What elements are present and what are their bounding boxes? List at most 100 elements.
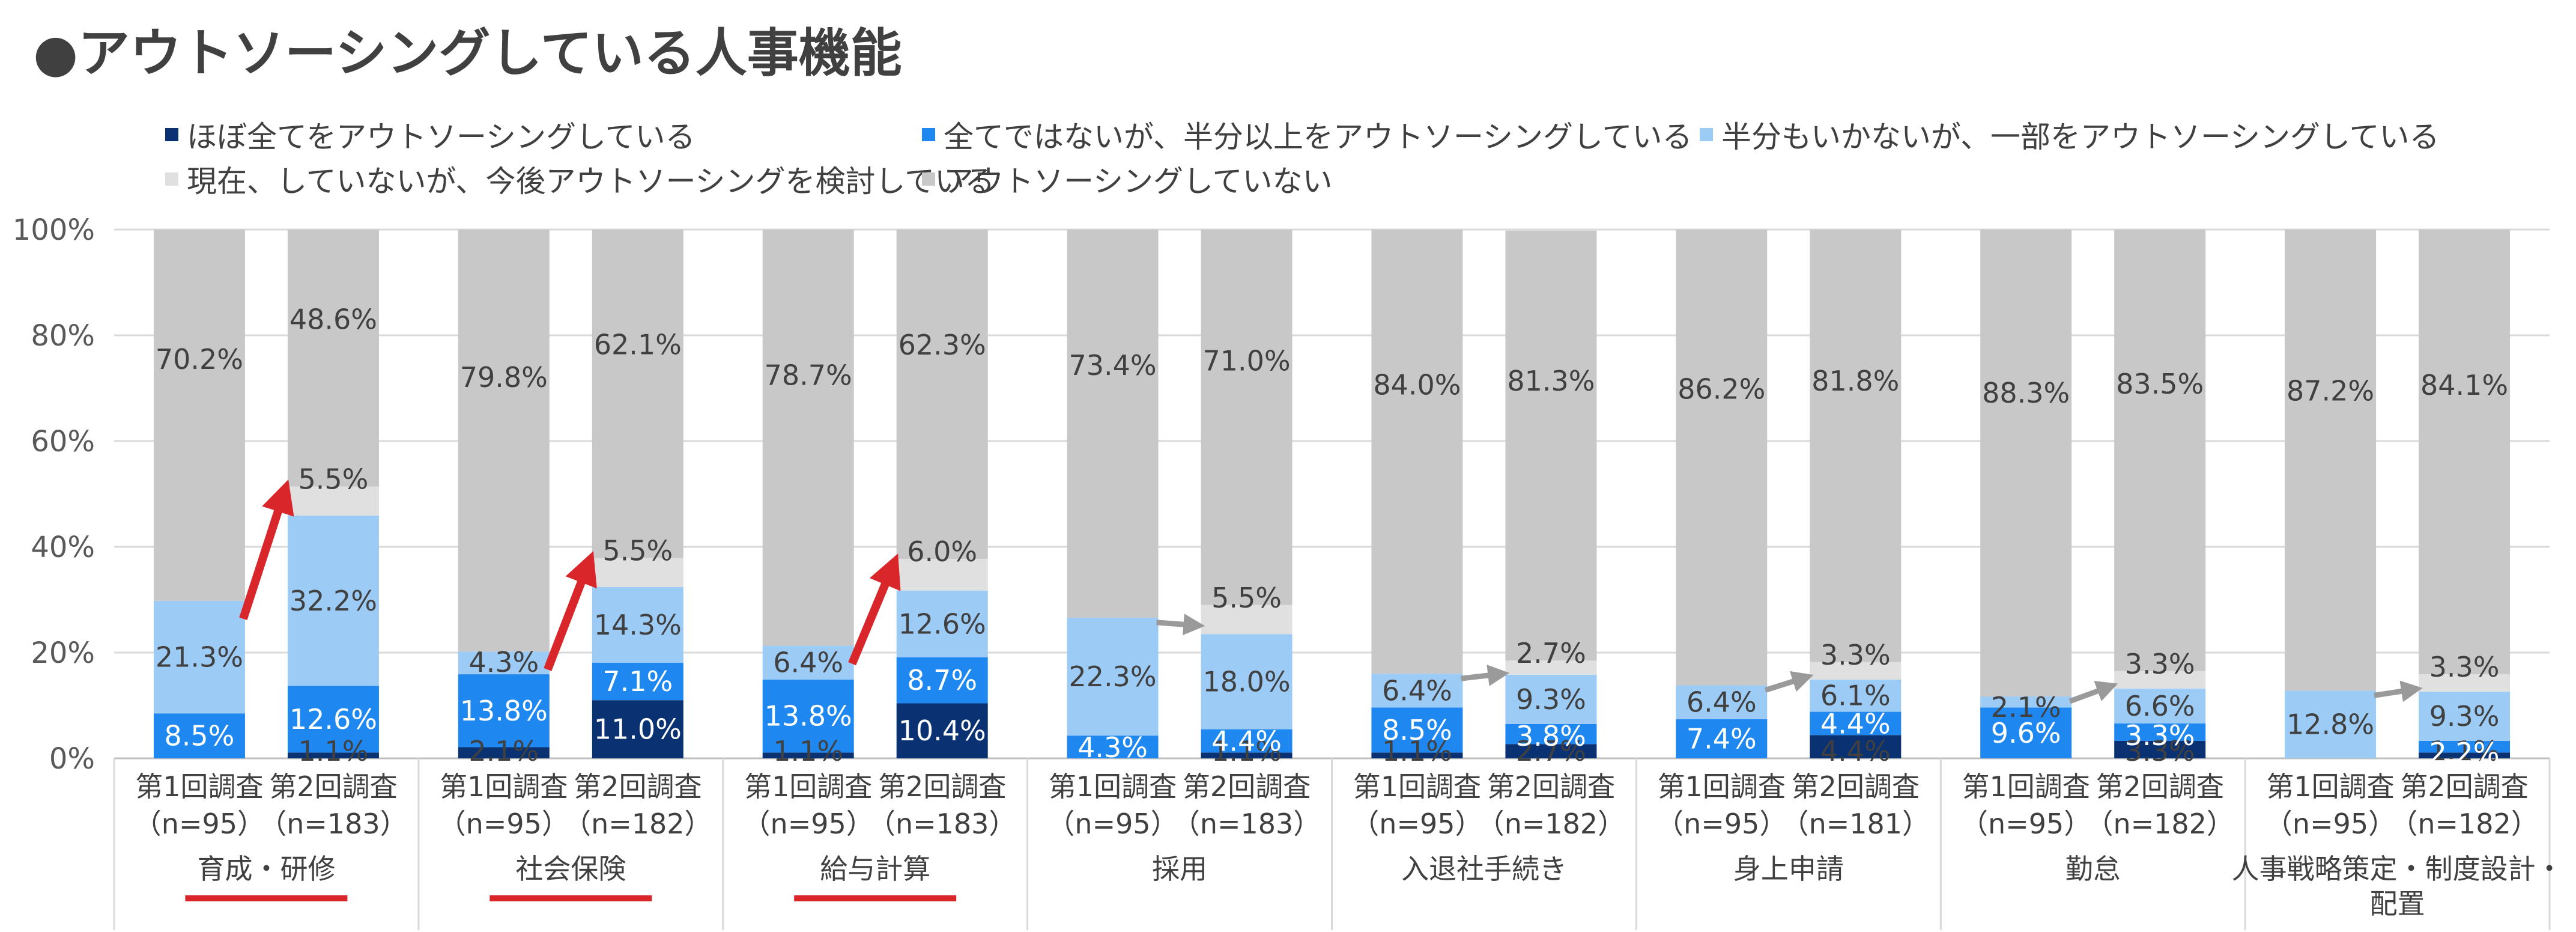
data-label: 1.1% (773, 735, 843, 767)
bar-category-label: （n=183） (1172, 808, 1321, 840)
group-label: 人事戦略策定・制度設計・ (2232, 853, 2563, 885)
data-label: 12.8% (2287, 708, 2374, 741)
data-label: 79.8% (460, 361, 548, 394)
bar-segment-partial (762, 645, 854, 680)
bar-segment-half_plus (1067, 736, 1159, 758)
data-label: 6.1% (1820, 680, 1891, 712)
data-label: 2.7% (1516, 637, 1586, 669)
bar-segment-partial (458, 651, 550, 675)
bar-segment-half_plus (1201, 729, 1293, 753)
data-label: 13.8% (765, 700, 852, 733)
data-label: 12.6% (899, 608, 986, 640)
bar-segment-none (2419, 230, 2511, 675)
y-tick-label: 40% (31, 531, 95, 564)
bar-segment-none (287, 230, 379, 487)
data-label: 62.3% (899, 329, 986, 361)
bar-category-label: 第2回調査 (1487, 770, 1615, 803)
bar-category-label: （n=95） (743, 808, 874, 840)
data-label: 3.3% (2125, 735, 2195, 767)
legend-label: 全てではないが、半分以上をアウトソーシングしている (944, 120, 1693, 154)
data-label: 4.3% (1077, 731, 1148, 764)
data-label: 84.0% (1373, 369, 1461, 401)
bar-category-label: （n=183） (868, 808, 1017, 840)
data-label: 8.5% (164, 720, 234, 752)
data-label: 7.1% (602, 665, 673, 698)
data-label: 11.0% (594, 713, 682, 746)
data-label: 9.6% (1991, 717, 2061, 749)
bar-segment-partial (592, 586, 683, 663)
bar-segment-partial (287, 516, 379, 686)
bar-segment-full (287, 752, 379, 758)
data-label: 18.0% (1203, 665, 1291, 698)
data-label: 6.4% (1382, 674, 1452, 707)
data-label: 21.3% (156, 641, 243, 673)
data-label: 2.7% (1516, 735, 1586, 767)
legend-label: 半分もいかないが、一部をアウトソーシングしている (1721, 120, 2440, 154)
legend-label: アウトソーシングしていない (944, 164, 1333, 199)
data-label: 86.2% (1677, 373, 1765, 405)
bar-segment-none (592, 230, 683, 558)
bar-segment-partial (1810, 679, 1902, 712)
data-label: 71.0% (1203, 345, 1291, 377)
gray-trend-arrow (1764, 671, 1814, 693)
bar-segment-none (1505, 230, 1597, 661)
data-label: 83.5% (2116, 368, 2204, 400)
bar-category-label: 第1回調査 (2266, 770, 2394, 803)
data-label: 9.3% (2429, 700, 2500, 733)
legend-swatch (922, 128, 935, 141)
bar-segment-considering (1810, 662, 1902, 680)
gray-trend-arrow (2374, 680, 2423, 702)
data-label: 6.4% (773, 647, 843, 679)
bar-segment-full (1201, 752, 1293, 758)
data-label: 78.7% (765, 359, 852, 391)
bar-segment-none (2114, 230, 2206, 671)
bar-segment-partial (1505, 674, 1597, 724)
bar-category-label: （n=95） (438, 808, 569, 840)
legend-item: 全てではないが、半分以上をアウトソーシングしている (922, 113, 1693, 156)
bar-segment-considering (2419, 674, 2511, 692)
bar-segment-considering (1505, 660, 1597, 675)
data-label: 1.1% (1211, 735, 1282, 767)
bar-category-label: 第1回調査 (1353, 770, 1481, 803)
bar-segment-full (1371, 752, 1463, 758)
gray-trend-arrow (1460, 665, 1510, 686)
data-label: 2.2% (2429, 737, 2500, 769)
data-label: 62.1% (594, 328, 682, 361)
data-label: 1.1% (299, 735, 369, 767)
y-tick-label: 60% (31, 425, 95, 458)
data-label: 87.2% (2287, 375, 2374, 407)
bar-category-label: 第2回調査 (574, 770, 702, 803)
data-label: 73.4% (1068, 349, 1156, 382)
bar-segment-none (1676, 230, 1768, 686)
data-label: 3.3% (2429, 651, 2500, 683)
bar-segment-none (1201, 230, 1293, 605)
data-label: 3.3% (2125, 719, 2195, 752)
data-label: 32.2% (289, 585, 377, 617)
bar-category-label: 第1回調査 (744, 770, 872, 803)
bar-category-label: 第1回調査 (440, 770, 568, 803)
data-label: 12.6% (289, 703, 377, 736)
bar-category-label: 第1回調査 (1658, 770, 1786, 803)
bar-segment-full (896, 703, 988, 758)
bar-category-label: （n=182） (2390, 808, 2539, 840)
bar-category-label: 第2回調査 (2096, 770, 2224, 803)
bar-segment-none (2285, 230, 2377, 691)
bar-segment-considering (2114, 671, 2206, 689)
bar-segment-partial (896, 591, 988, 657)
bar-category-label: 第2回調査 (878, 770, 1006, 803)
legend-swatch (165, 128, 178, 141)
y-tick-label: 100% (13, 213, 95, 247)
data-label: 81.3% (1507, 365, 1595, 397)
bar-segment-partial (1980, 696, 2072, 708)
chart-title: ●アウトソーシングしている人事機能 (33, 23, 902, 84)
group-label: 入退社手続き (1401, 853, 1567, 885)
data-label: 4.4% (1820, 735, 1891, 767)
bar-category-label: 第1回調査 (1962, 770, 2090, 803)
bar-category-label: （n=182） (2085, 808, 2234, 840)
bar-segment-none (1067, 230, 1159, 618)
bar-category-label: （n=182） (1477, 808, 1626, 840)
bar-segment-half_plus (762, 679, 854, 753)
legend-label: 現在、していないが、今後アウトソーシングを検討している (187, 164, 995, 199)
bar-segment-partial (2285, 690, 2377, 758)
